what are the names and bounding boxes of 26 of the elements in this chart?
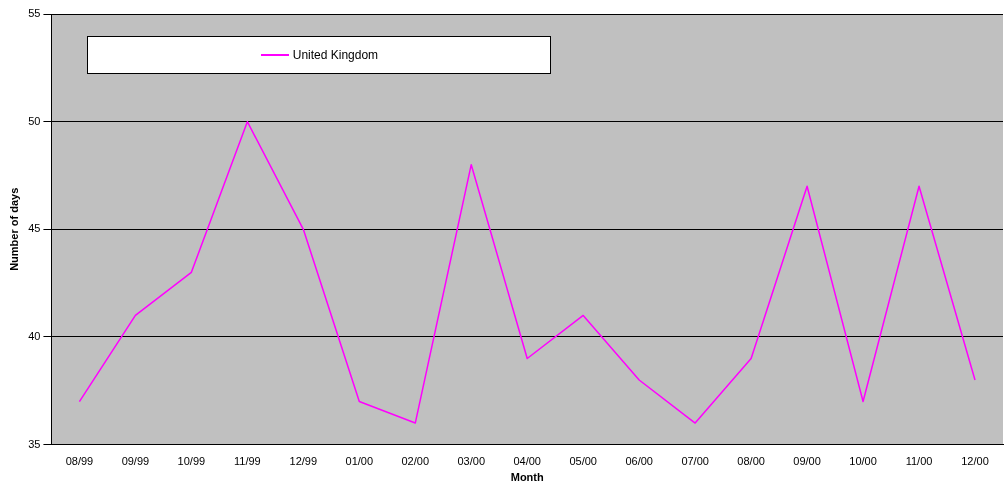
x-tick-label: 06/00: [625, 455, 653, 468]
x-axis-title: Month: [510, 471, 544, 484]
x-tick-label: 12/00: [961, 455, 989, 468]
y-tick-label: 40: [28, 329, 41, 342]
x-tick-label: 02/00: [401, 455, 430, 468]
x-tick-label: 12/99: [289, 455, 318, 468]
x-tick-label: 09/00: [793, 455, 821, 468]
x-tick-label: 05/00: [569, 455, 597, 468]
y-tick-label: 35: [28, 437, 41, 450]
x-tick-label: 09/99: [121, 455, 150, 468]
legend-frame: United Kingdom: [87, 36, 552, 74]
y-tick-label: 45: [28, 222, 41, 235]
x-tick-label: 07/00: [681, 455, 709, 468]
legend-label: United Kingdom: [292, 48, 379, 62]
x-tick-label: 11/99: [233, 455, 261, 468]
x-tick-label: 01/00: [345, 455, 374, 468]
y-axis-title: Number of days: [7, 187, 20, 271]
x-tick-label: 11/00: [905, 455, 933, 468]
y-tick-label: 55: [28, 7, 41, 20]
x-tick-label: 08/99: [65, 455, 94, 468]
x-tick-label: 10/00: [849, 455, 877, 468]
x-tick-label: 10/99: [177, 455, 206, 468]
x-tick-label: 04/00: [513, 455, 541, 468]
x-tick-label: 03/00: [457, 455, 486, 468]
x-tick-label: 08/00: [737, 455, 765, 468]
y-tick-label: 50: [28, 114, 41, 127]
